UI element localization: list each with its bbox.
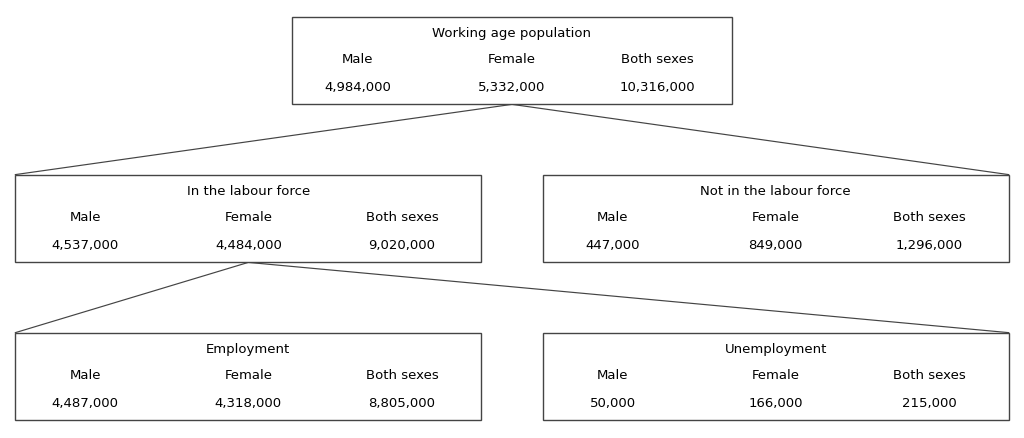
Text: Female: Female [224,368,272,381]
Text: 849,000: 849,000 [749,239,803,252]
Text: 4,484,000: 4,484,000 [215,239,282,252]
Text: Unemployment: Unemployment [725,342,826,355]
Text: Not in the labour force: Not in the labour force [700,184,851,198]
Text: Male: Male [70,211,101,224]
Text: 4,487,000: 4,487,000 [52,396,119,410]
Text: 4,318,000: 4,318,000 [215,396,282,410]
FancyBboxPatch shape [15,175,481,263]
Text: 1,296,000: 1,296,000 [896,239,963,252]
Text: 8,805,000: 8,805,000 [369,396,435,410]
Text: In the labour force: In the labour force [186,184,310,198]
Text: Employment: Employment [206,342,291,355]
Text: 10,316,000: 10,316,000 [620,81,695,94]
Text: Male: Male [597,211,629,224]
Text: Female: Female [752,211,800,224]
Text: 215,000: 215,000 [902,396,956,410]
Text: 4,537,000: 4,537,000 [51,239,119,252]
FancyBboxPatch shape [543,333,1009,420]
Text: 447,000: 447,000 [586,239,640,252]
Text: Both sexes: Both sexes [621,53,693,66]
Text: Female: Female [488,53,536,66]
FancyBboxPatch shape [15,333,481,420]
Text: Both sexes: Both sexes [893,211,966,224]
Text: Working age population: Working age population [432,27,592,40]
Text: Male: Male [597,368,629,381]
Text: 166,000: 166,000 [749,396,803,410]
Text: Both sexes: Both sexes [893,368,966,381]
Text: Female: Female [224,211,272,224]
Text: 4,984,000: 4,984,000 [325,81,391,94]
Text: Female: Female [752,368,800,381]
Text: 50,000: 50,000 [590,396,636,410]
Text: Male: Male [70,368,101,381]
Text: Both sexes: Both sexes [366,211,438,224]
FancyBboxPatch shape [292,18,732,105]
Text: Both sexes: Both sexes [366,368,438,381]
Text: Male: Male [342,53,374,66]
FancyBboxPatch shape [543,175,1009,263]
Text: 9,020,000: 9,020,000 [369,239,435,252]
Text: 5,332,000: 5,332,000 [478,81,546,94]
